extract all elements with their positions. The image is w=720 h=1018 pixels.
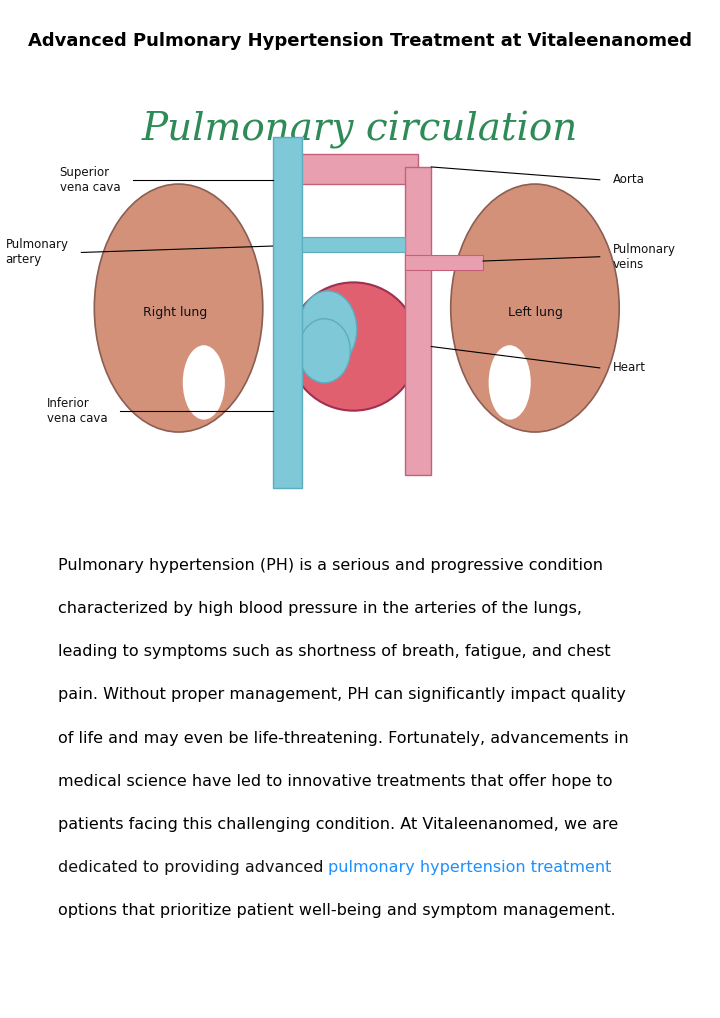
Bar [272, 137, 302, 488]
Text: Superior
vena cava: Superior vena cava [60, 166, 120, 193]
Ellipse shape [451, 184, 619, 432]
Ellipse shape [299, 319, 351, 383]
Text: Right lung: Right lung [143, 305, 207, 319]
Ellipse shape [94, 184, 263, 432]
Text: Aorta: Aorta [613, 173, 644, 186]
Text: Heart: Heart [613, 361, 646, 375]
Text: Pulmonary
artery: Pulmonary artery [6, 238, 68, 267]
Text: pain. Without proper management, PH can significantly impact quality: pain. Without proper management, PH can … [58, 687, 626, 702]
Text: Left lung: Left lung [508, 305, 562, 319]
Bar [405, 254, 483, 270]
Text: options that prioritize patient well-being and symptom management.: options that prioritize patient well-bei… [58, 903, 615, 918]
Text: Pulmonary circulation: Pulmonary circulation [142, 111, 578, 150]
Text: Pulmonary hypertension (PH) is a serious and progressive condition: Pulmonary hypertension (PH) is a serious… [58, 558, 603, 573]
Ellipse shape [489, 345, 531, 419]
Text: patients facing this challenging condition. At Vitaleenanomed, we are: patients facing this challenging conditi… [58, 816, 618, 832]
Ellipse shape [183, 345, 225, 419]
Text: of life and may even be life-threatening. Fortunately, advancements in: of life and may even be life-threatening… [58, 731, 629, 745]
Bar [282, 154, 418, 184]
Text: Pulmonary
veins: Pulmonary veins [613, 242, 676, 271]
Text: leading to symptoms such as shortness of breath, fatigue, and chest: leading to symptoms such as shortness of… [58, 644, 611, 660]
Bar [302, 237, 405, 252]
Text: dedicated to providing advanced: dedicated to providing advanced [58, 860, 328, 875]
Ellipse shape [289, 282, 418, 410]
Text: Advanced Pulmonary Hypertension Treatment at Vitaleenanomed: Advanced Pulmonary Hypertension Treatmen… [28, 32, 692, 50]
Ellipse shape [299, 291, 357, 367]
Text: Inferior
vena cava: Inferior vena cava [47, 397, 107, 425]
Text: pulmonary hypertension treatment: pulmonary hypertension treatment [328, 860, 611, 875]
Text: medical science have led to innovative treatments that offer hope to: medical science have led to innovative t… [58, 774, 612, 789]
Text: characterized by high blood pressure in the arteries of the lungs,: characterized by high blood pressure in … [58, 601, 582, 616]
Bar [405, 167, 431, 474]
